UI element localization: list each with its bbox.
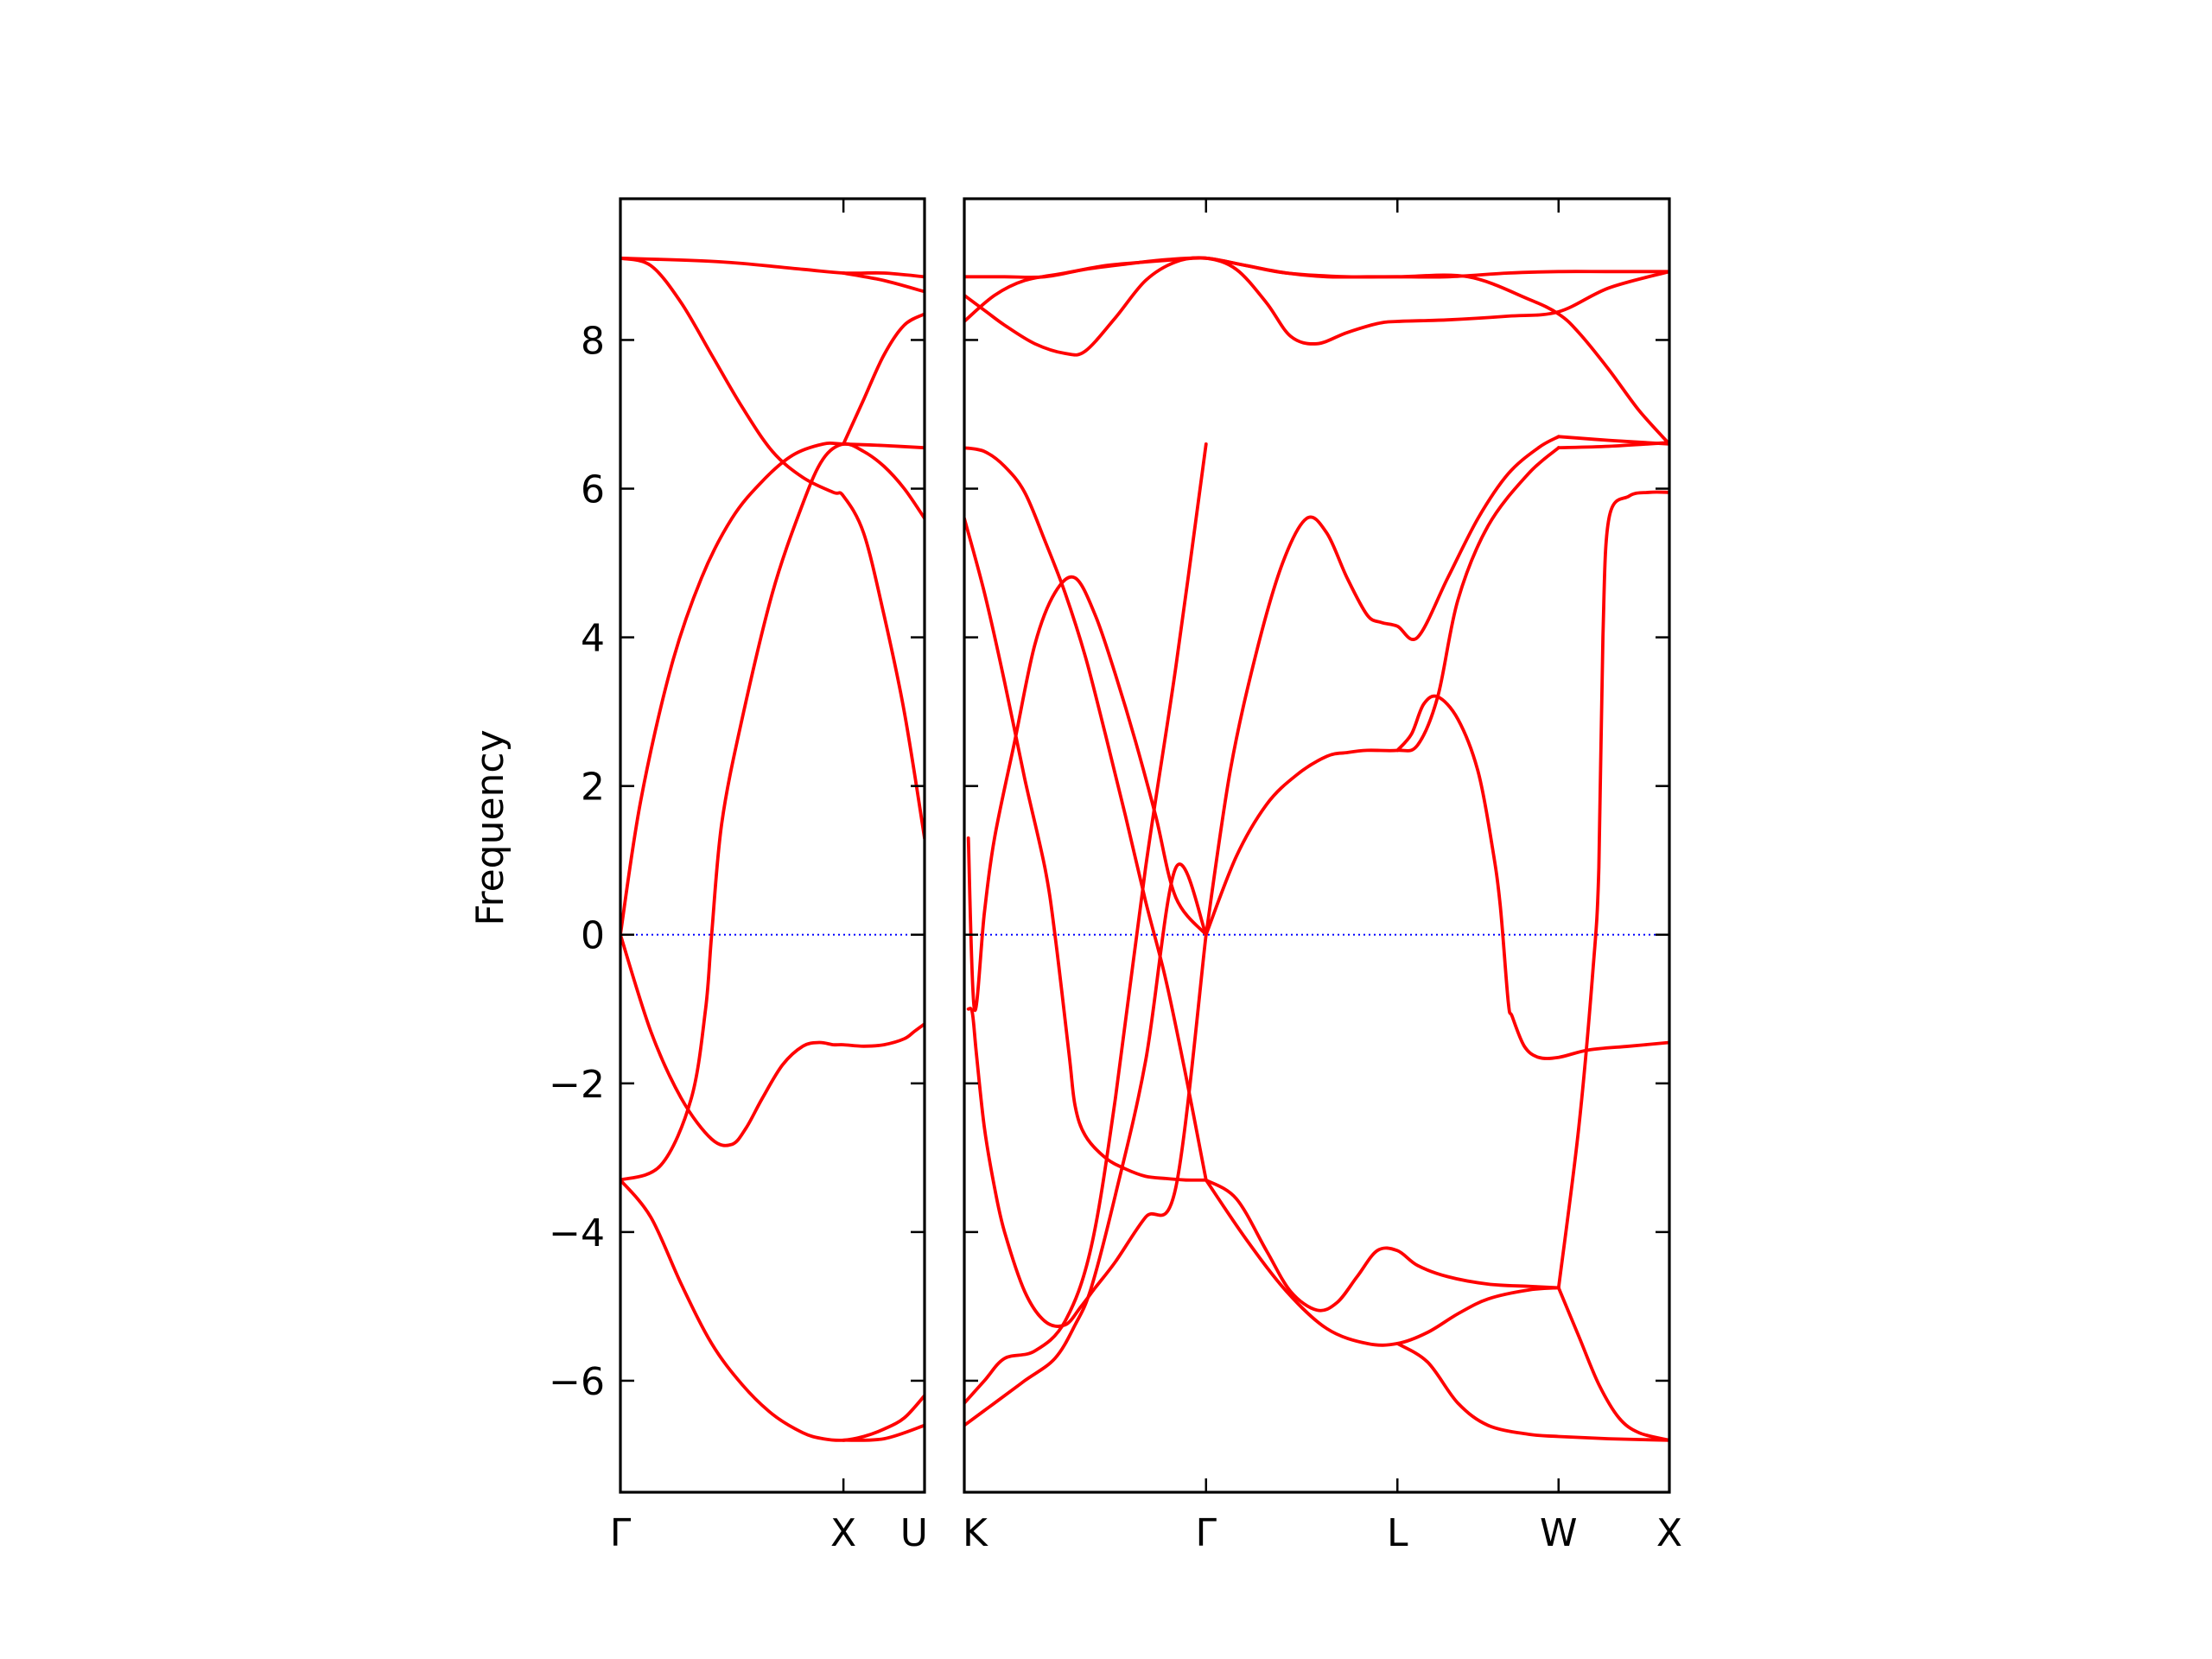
x-tick-label: K: [963, 1511, 988, 1555]
x-tick-label: L: [1387, 1511, 1408, 1555]
band-series-line: [964, 256, 1669, 446]
band-series-line: [1556, 490, 1669, 1290]
band-series-line: [966, 575, 1208, 1013]
band-series-line: [964, 256, 1669, 357]
y-tick-label: 2: [581, 766, 605, 810]
band-series-line: [842, 312, 925, 446]
band-series-line: [620, 256, 925, 279]
band-series-line: [1395, 1342, 1669, 1442]
band-series-line: [620, 1178, 925, 1442]
band-series-line: [620, 932, 925, 1147]
y-tick-label: 6: [581, 468, 605, 512]
band-lines: [620, 256, 925, 1442]
band-series-line: [1395, 694, 1669, 1060]
band-series-line: [1204, 446, 1560, 937]
band-series-line: [1204, 1178, 1560, 1347]
band-series-line: [966, 932, 1208, 1328]
panel-frame: [963, 197, 1671, 1494]
band-series-line: [964, 442, 1208, 1405]
band-series-line: [620, 442, 925, 1182]
y-tick-label: −4: [549, 1211, 605, 1255]
band-series-line: [1556, 441, 1669, 450]
band-series-line: [842, 1423, 925, 1442]
band-series-line: [620, 441, 925, 937]
y-axis-title: Frequency: [468, 729, 512, 925]
x-tick-label: U: [900, 1511, 928, 1555]
band-series-line: [620, 256, 925, 840]
x-tick-label: Γ: [1196, 1511, 1217, 1555]
band-series-line: [964, 517, 1208, 1182]
y-tick-label: 8: [581, 319, 605, 363]
band-series-line: [842, 271, 925, 294]
y-tick-label: −2: [549, 1063, 605, 1107]
y-tick-label: 0: [581, 914, 605, 958]
x-tick-label: X: [830, 1511, 856, 1555]
x-tick-label: Γ: [610, 1511, 632, 1555]
y-axis-tick-labels: −6 −4 −2 0 2 4 6 8: [549, 319, 605, 1403]
x-tick-label: W: [1540, 1511, 1578, 1555]
band-series-line: [1204, 1178, 1560, 1313]
panel-frame: [619, 197, 926, 1494]
y-tick-label: −6: [549, 1360, 605, 1404]
band-series-line: [1204, 435, 1560, 937]
band-series-line: [964, 862, 1208, 1427]
y-tick-label: 4: [581, 617, 605, 661]
band-lines: [964, 256, 1669, 1442]
band-series-line: [1556, 1286, 1669, 1442]
band-series-line: [964, 446, 1208, 1182]
x-tick-label: X: [1656, 1511, 1682, 1555]
